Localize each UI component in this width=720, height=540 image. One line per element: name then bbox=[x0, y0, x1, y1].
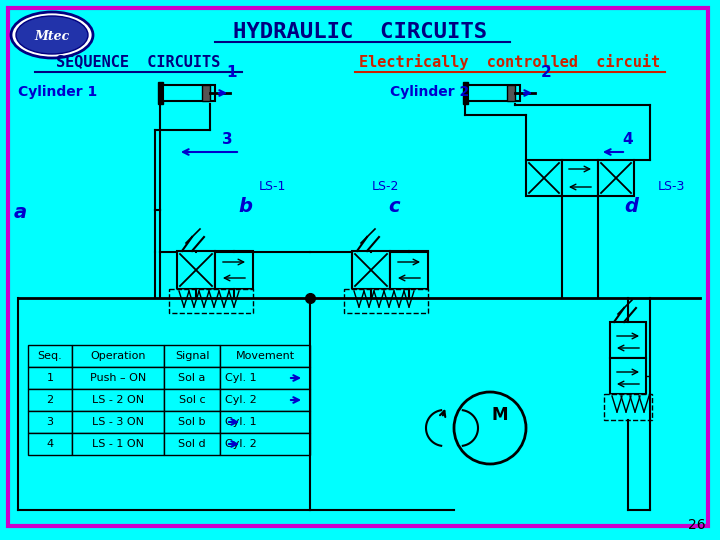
Text: Sol a: Sol a bbox=[179, 373, 206, 383]
Bar bbox=[164, 411, 220, 433]
Text: Sol d: Sol d bbox=[178, 439, 206, 449]
Bar bbox=[562, 160, 598, 196]
Text: LS-2: LS-2 bbox=[372, 180, 399, 193]
Text: Cyl. 1: Cyl. 1 bbox=[225, 417, 256, 427]
Ellipse shape bbox=[11, 12, 93, 58]
Bar bbox=[72, 389, 164, 411]
Bar bbox=[202, 85, 210, 101]
Text: LS - 2 ON: LS - 2 ON bbox=[92, 395, 144, 405]
Text: 2: 2 bbox=[46, 395, 53, 405]
Bar bbox=[28, 389, 72, 411]
Text: SEQUENCE  CIRCUITS: SEQUENCE CIRCUITS bbox=[56, 55, 220, 70]
Bar bbox=[352, 251, 390, 289]
Bar bbox=[463, 82, 468, 104]
Text: b: b bbox=[238, 197, 252, 216]
Text: LS - 1 ON: LS - 1 ON bbox=[92, 439, 144, 449]
Bar bbox=[598, 160, 634, 196]
Bar bbox=[344, 289, 428, 313]
Text: c: c bbox=[388, 197, 400, 216]
Bar bbox=[28, 367, 72, 389]
Ellipse shape bbox=[16, 16, 88, 54]
Text: Signal: Signal bbox=[175, 351, 210, 361]
Text: 3: 3 bbox=[222, 132, 233, 147]
Text: LS - 3 ON: LS - 3 ON bbox=[92, 417, 144, 427]
Bar bbox=[215, 251, 253, 289]
Text: d: d bbox=[624, 197, 638, 216]
Text: HYDRAULIC  CIRCUITS: HYDRAULIC CIRCUITS bbox=[233, 22, 487, 42]
Text: Sol b: Sol b bbox=[179, 417, 206, 427]
Text: Cyl. 1: Cyl. 1 bbox=[225, 373, 256, 383]
Text: 2: 2 bbox=[541, 65, 552, 80]
Bar bbox=[610, 358, 646, 394]
Text: 4: 4 bbox=[622, 132, 633, 147]
Bar bbox=[390, 251, 428, 289]
Text: LS-1: LS-1 bbox=[258, 180, 286, 193]
Bar bbox=[220, 389, 310, 411]
Text: Mtec: Mtec bbox=[35, 30, 70, 44]
Bar bbox=[164, 433, 220, 455]
Bar bbox=[177, 251, 215, 289]
Text: 4: 4 bbox=[46, 439, 53, 449]
Text: a: a bbox=[14, 203, 27, 222]
Bar bbox=[220, 367, 310, 389]
Bar bbox=[28, 411, 72, 433]
Text: Seq.: Seq. bbox=[37, 351, 63, 361]
Bar bbox=[220, 411, 310, 433]
Bar bbox=[72, 345, 164, 367]
Text: Cyl. 2: Cyl. 2 bbox=[225, 439, 257, 449]
Bar bbox=[158, 82, 163, 104]
Bar bbox=[610, 322, 646, 358]
Text: Push – ON: Push – ON bbox=[90, 373, 146, 383]
Text: Sol c: Sol c bbox=[179, 395, 205, 405]
Bar bbox=[164, 367, 220, 389]
Bar bbox=[72, 367, 164, 389]
Bar bbox=[604, 394, 652, 420]
Text: 1: 1 bbox=[226, 65, 236, 80]
Bar bbox=[72, 411, 164, 433]
Text: 1: 1 bbox=[47, 373, 53, 383]
Text: Cylinder 1: Cylinder 1 bbox=[18, 85, 97, 99]
Text: 26: 26 bbox=[688, 518, 706, 532]
Bar bbox=[28, 345, 72, 367]
Text: Cylinder 2: Cylinder 2 bbox=[390, 85, 469, 99]
Text: Cyl. 2: Cyl. 2 bbox=[225, 395, 257, 405]
Text: Movement: Movement bbox=[235, 351, 294, 361]
Bar bbox=[507, 85, 515, 101]
Bar bbox=[169, 289, 253, 313]
Bar bbox=[468, 85, 520, 101]
Bar bbox=[526, 160, 562, 196]
Text: M: M bbox=[492, 406, 508, 424]
Bar bbox=[220, 433, 310, 455]
Text: 3: 3 bbox=[47, 417, 53, 427]
Text: Electrically  controlled  circuit: Electrically controlled circuit bbox=[359, 54, 660, 70]
Bar bbox=[28, 433, 72, 455]
Text: Operation: Operation bbox=[90, 351, 145, 361]
Bar bbox=[164, 345, 220, 367]
Bar bbox=[72, 433, 164, 455]
Bar bbox=[163, 85, 215, 101]
Bar bbox=[164, 389, 220, 411]
Circle shape bbox=[454, 392, 526, 464]
Text: LS-3: LS-3 bbox=[657, 180, 685, 193]
Bar bbox=[220, 345, 310, 367]
